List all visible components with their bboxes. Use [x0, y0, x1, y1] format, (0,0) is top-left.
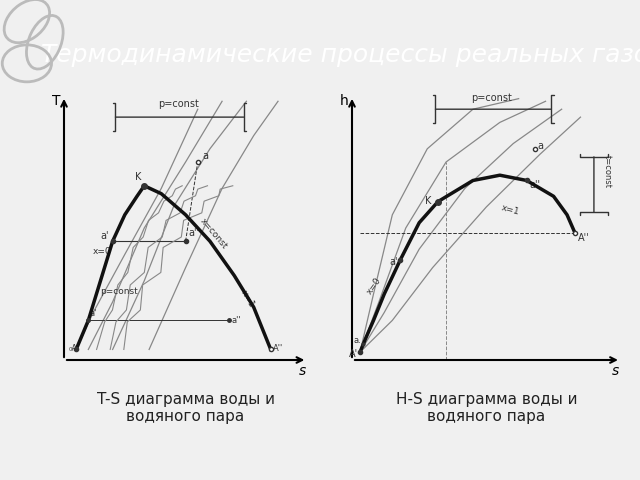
Text: p=const: p=const	[158, 98, 199, 108]
Text: x=0: x=0	[365, 276, 383, 296]
Text: a'': a''	[232, 316, 241, 325]
Text: H-S диаграмма воды и
водяного пара: H-S диаграмма воды и водяного пара	[396, 392, 577, 424]
Text: x=1: x=1	[239, 288, 256, 309]
Text: a'': a''	[529, 180, 540, 191]
Text: p=const: p=const	[471, 93, 512, 103]
Text: p=const: p=const	[100, 287, 138, 296]
Text: t=const: t=const	[603, 155, 612, 188]
Text: K: K	[134, 172, 141, 182]
Text: ₀A': ₀A'	[69, 344, 80, 353]
Text: A'': A''	[273, 344, 284, 353]
Text: a': a'	[90, 310, 97, 318]
Text: T-S диаграмма воды и
водяного пара: T-S диаграмма воды и водяного пара	[97, 392, 275, 424]
Text: T: T	[52, 94, 61, 108]
Text: a': a'	[390, 257, 398, 267]
Text: x=const: x=const	[198, 216, 228, 251]
Text: a.: a.	[353, 336, 361, 345]
Text: s: s	[299, 363, 306, 378]
Text: h: h	[340, 94, 348, 108]
Text: s: s	[612, 363, 619, 378]
Text: x=1: x=1	[500, 204, 520, 217]
Text: a: a	[203, 151, 209, 161]
Text: A': A'	[349, 349, 358, 360]
Text: A'': A''	[578, 233, 589, 243]
Text: x=0: x=0	[93, 247, 112, 256]
Text: Термодинамические процессы реальных газов: Термодинамические процессы реальных газо…	[40, 43, 640, 67]
Text: K: K	[424, 196, 431, 206]
Text: a: a	[538, 141, 543, 151]
Text: a'': a''	[188, 228, 199, 238]
Text: a': a'	[100, 230, 109, 240]
